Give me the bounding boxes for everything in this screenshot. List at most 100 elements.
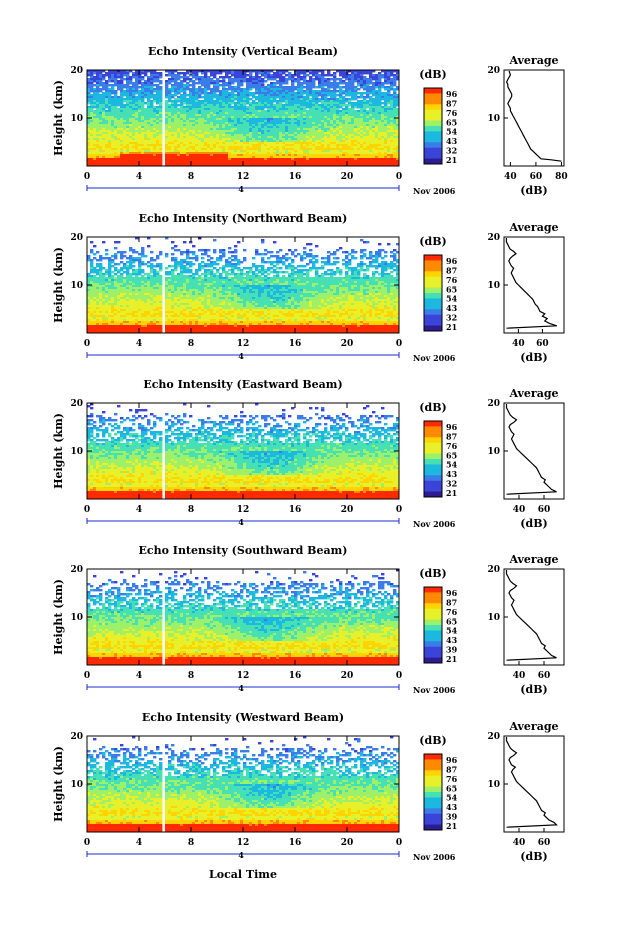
heat-cell [240, 118, 244, 121]
heat-cell [249, 94, 253, 97]
heat-cell [189, 144, 193, 147]
heat-cell [99, 132, 103, 135]
heat-cell [321, 108, 325, 111]
heat-cell [156, 88, 160, 91]
heat-cell [156, 150, 160, 153]
heat-cell [327, 130, 331, 133]
heat-cell [375, 120, 379, 123]
heat-cell [363, 106, 367, 109]
heat-cell [99, 74, 103, 77]
heat-cell [132, 112, 136, 115]
heat-cell [375, 150, 379, 153]
heat-cell [180, 132, 184, 135]
heat-cell [303, 92, 307, 95]
heat-cell [105, 158, 109, 161]
heat-cell [324, 100, 328, 103]
heat-cell [135, 98, 139, 101]
heat-cell [228, 108, 232, 111]
heat-cell [390, 100, 394, 103]
heat-cell [111, 72, 115, 75]
heat-cell [186, 104, 190, 107]
heat-cell [129, 156, 133, 159]
heat-cell [132, 251, 136, 254]
heat-cell [132, 106, 136, 109]
heat-cell [285, 253, 289, 256]
heat-cell [105, 74, 109, 77]
heat-cell [168, 136, 172, 139]
heat-cell [297, 134, 301, 137]
heat-cell [90, 80, 94, 83]
day-label: 4 [238, 184, 244, 194]
heat-cell [372, 88, 376, 91]
heat-cell [177, 144, 181, 147]
heat-cell [276, 124, 280, 127]
heat-cell [369, 90, 373, 93]
heat-cell [222, 142, 226, 145]
heat-cell [270, 134, 274, 137]
heat-cell [228, 138, 232, 141]
heat-cell [342, 138, 346, 141]
heat-cell [258, 112, 262, 115]
heat-cell [288, 112, 292, 115]
heat-cell [183, 162, 187, 165]
heat-cell [255, 154, 259, 157]
heat-cell [339, 80, 343, 83]
heat-cell [255, 80, 259, 83]
heat-cell [201, 122, 205, 125]
heat-cell [174, 136, 178, 139]
heat-cell [321, 78, 325, 81]
heat-cell [126, 116, 130, 119]
heat-cell [129, 78, 133, 81]
heat-cell [129, 132, 133, 135]
heat-cell [351, 148, 355, 151]
heat-cell [120, 106, 124, 109]
heat-cell [120, 257, 124, 260]
heat-cell [207, 134, 211, 137]
heat-cell [351, 102, 355, 105]
heat-cell [93, 156, 97, 159]
heat-cell [396, 116, 400, 119]
heat-cell [135, 108, 139, 111]
heat-cell [345, 110, 349, 113]
heat-cell [132, 152, 136, 155]
heat-cell [201, 142, 205, 145]
heat-cell [192, 112, 196, 115]
heat-cell [345, 118, 349, 121]
heat-cell [252, 156, 256, 159]
heat-cell [165, 158, 169, 161]
heat-cell [345, 92, 349, 95]
heat-cell [378, 102, 382, 105]
heat-cell [261, 136, 265, 139]
heat-cell [369, 116, 373, 119]
heat-cell [258, 138, 262, 141]
heat-cell [186, 122, 190, 125]
heat-cell [270, 126, 274, 129]
heat-cell [90, 136, 94, 139]
heat-cell [330, 138, 334, 141]
heat-cell [270, 136, 274, 139]
heat-cell [276, 112, 280, 115]
heat-cell [342, 158, 346, 161]
heat-cell [378, 112, 382, 115]
heat-cell [276, 251, 280, 254]
heat-cell [249, 108, 253, 111]
heat-cell [270, 84, 274, 87]
heat-cell [255, 138, 259, 141]
heat-cell [315, 70, 319, 73]
heat-cell [141, 114, 145, 117]
heat-cell [237, 70, 241, 73]
heat-cell [99, 130, 103, 133]
heat-cell [123, 78, 127, 81]
heat-cell [294, 130, 298, 133]
heat-cell [183, 92, 187, 95]
heat-cell [183, 128, 187, 131]
heat-cell [258, 94, 262, 97]
heat-cell [96, 74, 100, 77]
heat-cell [306, 116, 310, 119]
heat-cell [87, 114, 91, 117]
heat-cell [303, 142, 307, 145]
heat-cell [267, 100, 271, 103]
heat-cell [213, 80, 217, 83]
heat-cell [234, 162, 238, 165]
heat-cell [276, 94, 280, 97]
